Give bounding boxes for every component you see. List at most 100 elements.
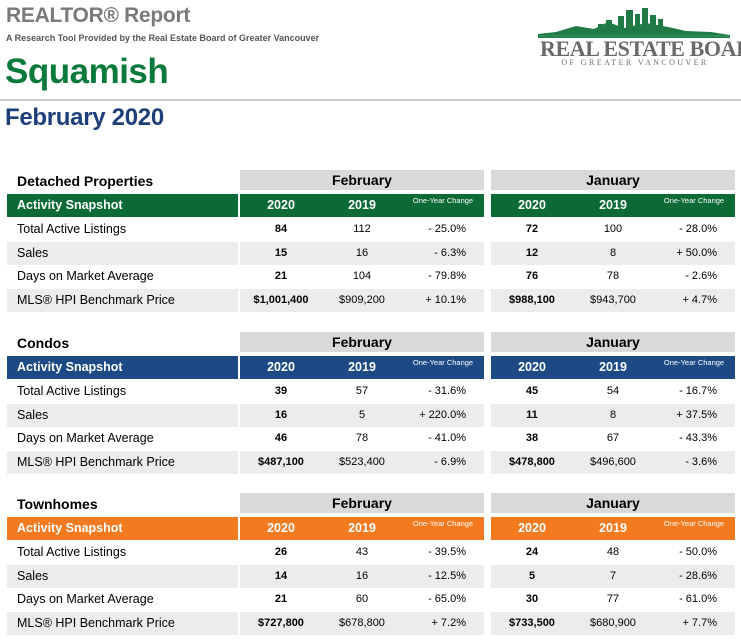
value-feb-2019: 16: [355, 569, 369, 582]
value-feb-2019: $678,800: [339, 616, 385, 629]
report-header: REALTOR® Report A Research Tool Provided…: [0, 0, 741, 131]
table-row: Total Active Listings 84 112 - 25.0% 72 100 - …: [7, 218, 735, 241]
table-row: Days on Market Average 46 78 - 41.0% 38 67 - 4…: [7, 427, 735, 450]
value-feb-change: - 6.9%: [434, 455, 466, 468]
value-jan-2019: 54: [606, 385, 620, 397]
value-feb-2020: 26: [274, 546, 288, 558]
activity-snapshot-band: Activity Snapshot: [7, 194, 238, 217]
row-label: MLS® HPI Benchmark Price: [17, 615, 175, 630]
value-jan-2020: 24: [525, 546, 539, 558]
table-row: Total Active Listings 39 57 - 31.6% 45 54 - 16…: [7, 380, 735, 403]
value-jan-change: - 50.0%: [679, 546, 717, 558]
value-feb-change: + 7.2%: [431, 616, 466, 629]
value-jan-2019: 7: [609, 569, 617, 582]
value-feb-2020: $487,100: [258, 455, 304, 468]
activity-snapshot-label: Activity Snapshot: [17, 521, 123, 535]
row-label: Days on Market Average: [17, 431, 154, 445]
year-2019-header: 2019: [599, 198, 627, 212]
one-year-change-header: One-Year Change: [412, 196, 474, 205]
board-logo: REAL ESTATE BOARD OF GREATER VANCOUVER: [536, 6, 741, 68]
value-jan-2019: $943,700: [590, 293, 636, 306]
value-jan-change: + 7.7%: [682, 616, 717, 629]
row-label: Days on Market Average: [17, 592, 154, 606]
value-jan-2020: 11: [526, 408, 538, 421]
value-jan-2019: 78: [606, 270, 620, 282]
value-feb-2019: 104: [352, 270, 372, 282]
value-feb-change: - 39.5%: [428, 546, 466, 558]
column-header-right: 2020 2019 One-Year Change: [491, 517, 735, 540]
table-row: MLS® HPI Benchmark Price $487,100 $523,400…: [7, 450, 735, 474]
detached-section: Detached Properties February January Activi…: [0, 170, 741, 316]
report-subtitle: A Research Tool Provided by the Real Est…: [6, 33, 320, 43]
value-jan-change: - 3.6%: [685, 455, 717, 468]
report-title: REALTOR® Report: [6, 4, 191, 27]
value-feb-2020: $727,800: [258, 616, 304, 629]
row-label: Total Active Listings: [17, 384, 127, 398]
month-header-right: January: [491, 493, 735, 513]
value-jan-2020: $478,800: [509, 455, 555, 468]
year-2020-header: 2020: [518, 198, 546, 212]
value-jan-2019: 77: [606, 593, 620, 605]
month-header-left: February: [240, 493, 484, 513]
value-jan-2020: $988,100: [509, 293, 555, 306]
logo-name: REAL ESTATE BOARD: [540, 36, 741, 61]
value-feb-2019: 112: [353, 223, 371, 235]
table-row: MLS® HPI Benchmark Price $727,800 $678,800…: [7, 611, 735, 635]
row-label: Sales: [17, 245, 49, 260]
value-feb-2020: $1,001,400: [253, 293, 309, 306]
year-2020-header: 2020: [267, 198, 295, 212]
value-jan-2019: 8: [609, 246, 617, 259]
value-feb-change: - 79.8%: [428, 270, 466, 282]
year-2020-header: 2020: [518, 521, 546, 535]
value-jan-2020: 72: [525, 223, 539, 235]
period-title: February 2020: [5, 104, 164, 131]
value-jan-change: - 43.3%: [679, 432, 717, 444]
value-jan-2020: 45: [525, 385, 539, 397]
logo-tagline: OF GREATER VANCOUVER: [561, 58, 709, 67]
value-jan-2019: $496,600: [590, 455, 636, 468]
value-feb-change: + 220.0%: [419, 408, 466, 421]
one-year-change-header: One-Year Change: [663, 358, 725, 367]
row-label: Sales: [17, 568, 49, 583]
value-feb-2019: 78: [355, 432, 369, 444]
value-feb-2020: 21: [274, 270, 288, 282]
value-jan-2020: 12: [525, 246, 539, 259]
column-header-right: 2020 2019 One-Year Change: [491, 356, 735, 379]
value-feb-change: - 25.0%: [428, 223, 466, 235]
row-label: Sales: [17, 407, 49, 422]
one-year-change-header: One-Year Change: [412, 519, 474, 528]
value-feb-2019: 43: [355, 546, 369, 558]
table-row: Sales 14 16 - 12.5% 5 7 - 28.6%: [7, 564, 735, 588]
table-row: Days on Market Average 21 104 - 79.8% 76 78 - …: [7, 265, 735, 288]
activity-snapshot-band: Activity Snapshot: [7, 517, 238, 540]
month-header-left: February: [240, 332, 484, 352]
townhomes-section: Townhomes February January Activity Snapsho…: [0, 493, 741, 639]
value-feb-2019: $909,200: [339, 293, 385, 306]
value-jan-2020: 5: [528, 569, 536, 582]
row-label: Total Active Listings: [17, 222, 127, 236]
value-jan-change: - 28.0%: [679, 223, 717, 235]
value-feb-2020: 16: [274, 408, 288, 421]
value-jan-change: - 61.0%: [679, 593, 717, 605]
value-feb-change: - 41.0%: [428, 432, 466, 444]
table-row: Total Active Listings 26 43 - 39.5% 24 48 - 50…: [7, 541, 735, 564]
table-row: MLS® HPI Benchmark Price $1,001,400 $909,2…: [7, 288, 735, 312]
activity-snapshot-label: Activity Snapshot: [17, 198, 123, 212]
value-jan-2020: $733,500: [509, 616, 555, 629]
value-jan-2019: 48: [606, 546, 620, 558]
month-header-right: January: [491, 170, 735, 190]
value-jan-2020: 76: [525, 270, 539, 282]
row-label: MLS® HPI Benchmark Price: [17, 454, 175, 469]
value-jan-2019: 67: [606, 432, 620, 444]
value-feb-2020: 84: [274, 223, 288, 235]
value-jan-change: - 16.7%: [679, 385, 717, 397]
table-row: Sales 16 5 + 220.0% 11 8 + 37.5%: [7, 403, 735, 427]
value-feb-change: - 6.3%: [434, 246, 466, 259]
value-jan-change: + 4.7%: [682, 293, 717, 306]
section-title: Condos: [17, 335, 70, 351]
value-jan-change: + 50.0%: [676, 246, 717, 259]
activity-snapshot-band: Activity Snapshot: [7, 356, 238, 379]
section-title: Detached Properties: [17, 173, 154, 189]
year-2019-header: 2019: [599, 521, 627, 535]
month-header-left: February: [240, 170, 484, 190]
